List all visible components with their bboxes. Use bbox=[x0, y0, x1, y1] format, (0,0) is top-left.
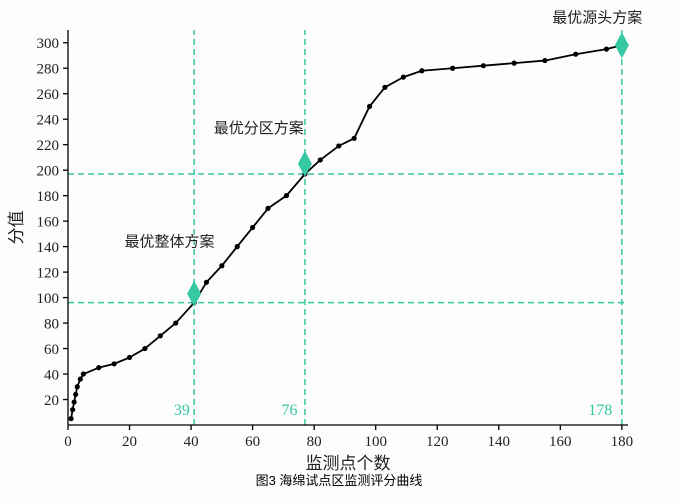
y-tick-label: 300 bbox=[37, 36, 60, 52]
x-tick-label: 100 bbox=[364, 434, 387, 450]
score-curve-marker bbox=[401, 75, 406, 80]
score-curve-marker bbox=[336, 143, 341, 148]
scoring-curve-chart: 0 20 40 60 80 100 120 140 160 180 20 40 60 80 100 120 14… bbox=[0, 0, 678, 502]
x-tick-label: 120 bbox=[426, 434, 449, 450]
guide-lines bbox=[68, 30, 628, 425]
score-curve-marker bbox=[382, 85, 387, 90]
y-tick-label: 180 bbox=[37, 189, 60, 205]
y-tick-label: 200 bbox=[37, 163, 60, 179]
x-tick-label: 180 bbox=[611, 434, 634, 450]
score-curve-marker bbox=[70, 407, 75, 412]
score-curve-marker bbox=[250, 225, 255, 230]
y-tick-label: 20 bbox=[44, 393, 59, 409]
annotation-value: 76 bbox=[282, 402, 298, 419]
figure-caption: 图3 海绵试点区监测评分曲线 bbox=[0, 470, 678, 489]
x-tick-label: 80 bbox=[307, 434, 322, 450]
x-tick-label: 20 bbox=[122, 434, 137, 450]
score-curve-marker bbox=[96, 365, 101, 370]
y-tick-label: 220 bbox=[37, 138, 60, 154]
y-tick-label: 40 bbox=[44, 367, 59, 383]
score-curve-marker bbox=[173, 320, 178, 325]
score-curve-marker bbox=[142, 346, 147, 351]
score-curve-marker bbox=[352, 136, 357, 141]
score-curve-marker bbox=[78, 377, 83, 382]
score-curve-line bbox=[71, 45, 622, 418]
score-curve-marker bbox=[604, 47, 609, 52]
x-tick-label: 140 bbox=[488, 434, 511, 450]
score-curve-marker bbox=[158, 333, 163, 338]
annotation-label: 最优整体方案 bbox=[125, 233, 215, 251]
score-curve-marker bbox=[542, 58, 547, 63]
annotation-value: 39 bbox=[174, 402, 190, 419]
score-curve-marker bbox=[75, 384, 80, 389]
y-tick-label: 120 bbox=[37, 265, 60, 281]
score-curve-marker bbox=[367, 104, 372, 109]
x-tick-label: 40 bbox=[184, 434, 199, 450]
y-tick-label: 60 bbox=[44, 342, 59, 358]
score-curve-marker bbox=[204, 280, 209, 285]
score-curve-marker bbox=[112, 361, 117, 366]
x-tick-label: 0 bbox=[64, 434, 72, 450]
score-curve-marker bbox=[219, 263, 224, 268]
score-curve-marker bbox=[72, 399, 77, 404]
annotation-value: 178 bbox=[588, 402, 612, 419]
y-tick-label: 280 bbox=[37, 61, 60, 77]
score-curve-marker bbox=[265, 206, 270, 211]
diamond-marker-icon bbox=[298, 151, 312, 177]
diamond-marker-icon bbox=[615, 32, 629, 58]
annotation-label: 最优源头方案 bbox=[552, 8, 642, 26]
score-curve-marker bbox=[450, 66, 455, 71]
score-curve-marker bbox=[235, 244, 240, 249]
score-curve-marker bbox=[419, 68, 424, 73]
x-tick-label: 60 bbox=[245, 434, 260, 450]
y-tick-label: 80 bbox=[44, 316, 59, 332]
y-tick-label: 240 bbox=[37, 112, 60, 128]
x-tick-label: 160 bbox=[549, 434, 572, 450]
y-tick-label: 140 bbox=[37, 240, 60, 256]
score-curve-marker bbox=[573, 52, 578, 57]
y-axis-label: 分值 bbox=[7, 211, 26, 245]
annotation-label: 最优分区方案 bbox=[214, 119, 304, 137]
score-curve-marker bbox=[81, 371, 86, 376]
score-curve-marker bbox=[284, 193, 289, 198]
y-tick-label: 100 bbox=[37, 291, 60, 307]
score-curve-marker bbox=[127, 355, 132, 360]
score-curve-marker bbox=[512, 61, 517, 66]
y-tick-label: 160 bbox=[37, 214, 60, 230]
score-curve-marker bbox=[68, 416, 73, 421]
y-tick-label: 260 bbox=[37, 87, 60, 103]
score-curve-marker bbox=[318, 157, 323, 162]
score-curve-marker bbox=[73, 392, 78, 397]
score-curve-marker bbox=[481, 63, 486, 68]
